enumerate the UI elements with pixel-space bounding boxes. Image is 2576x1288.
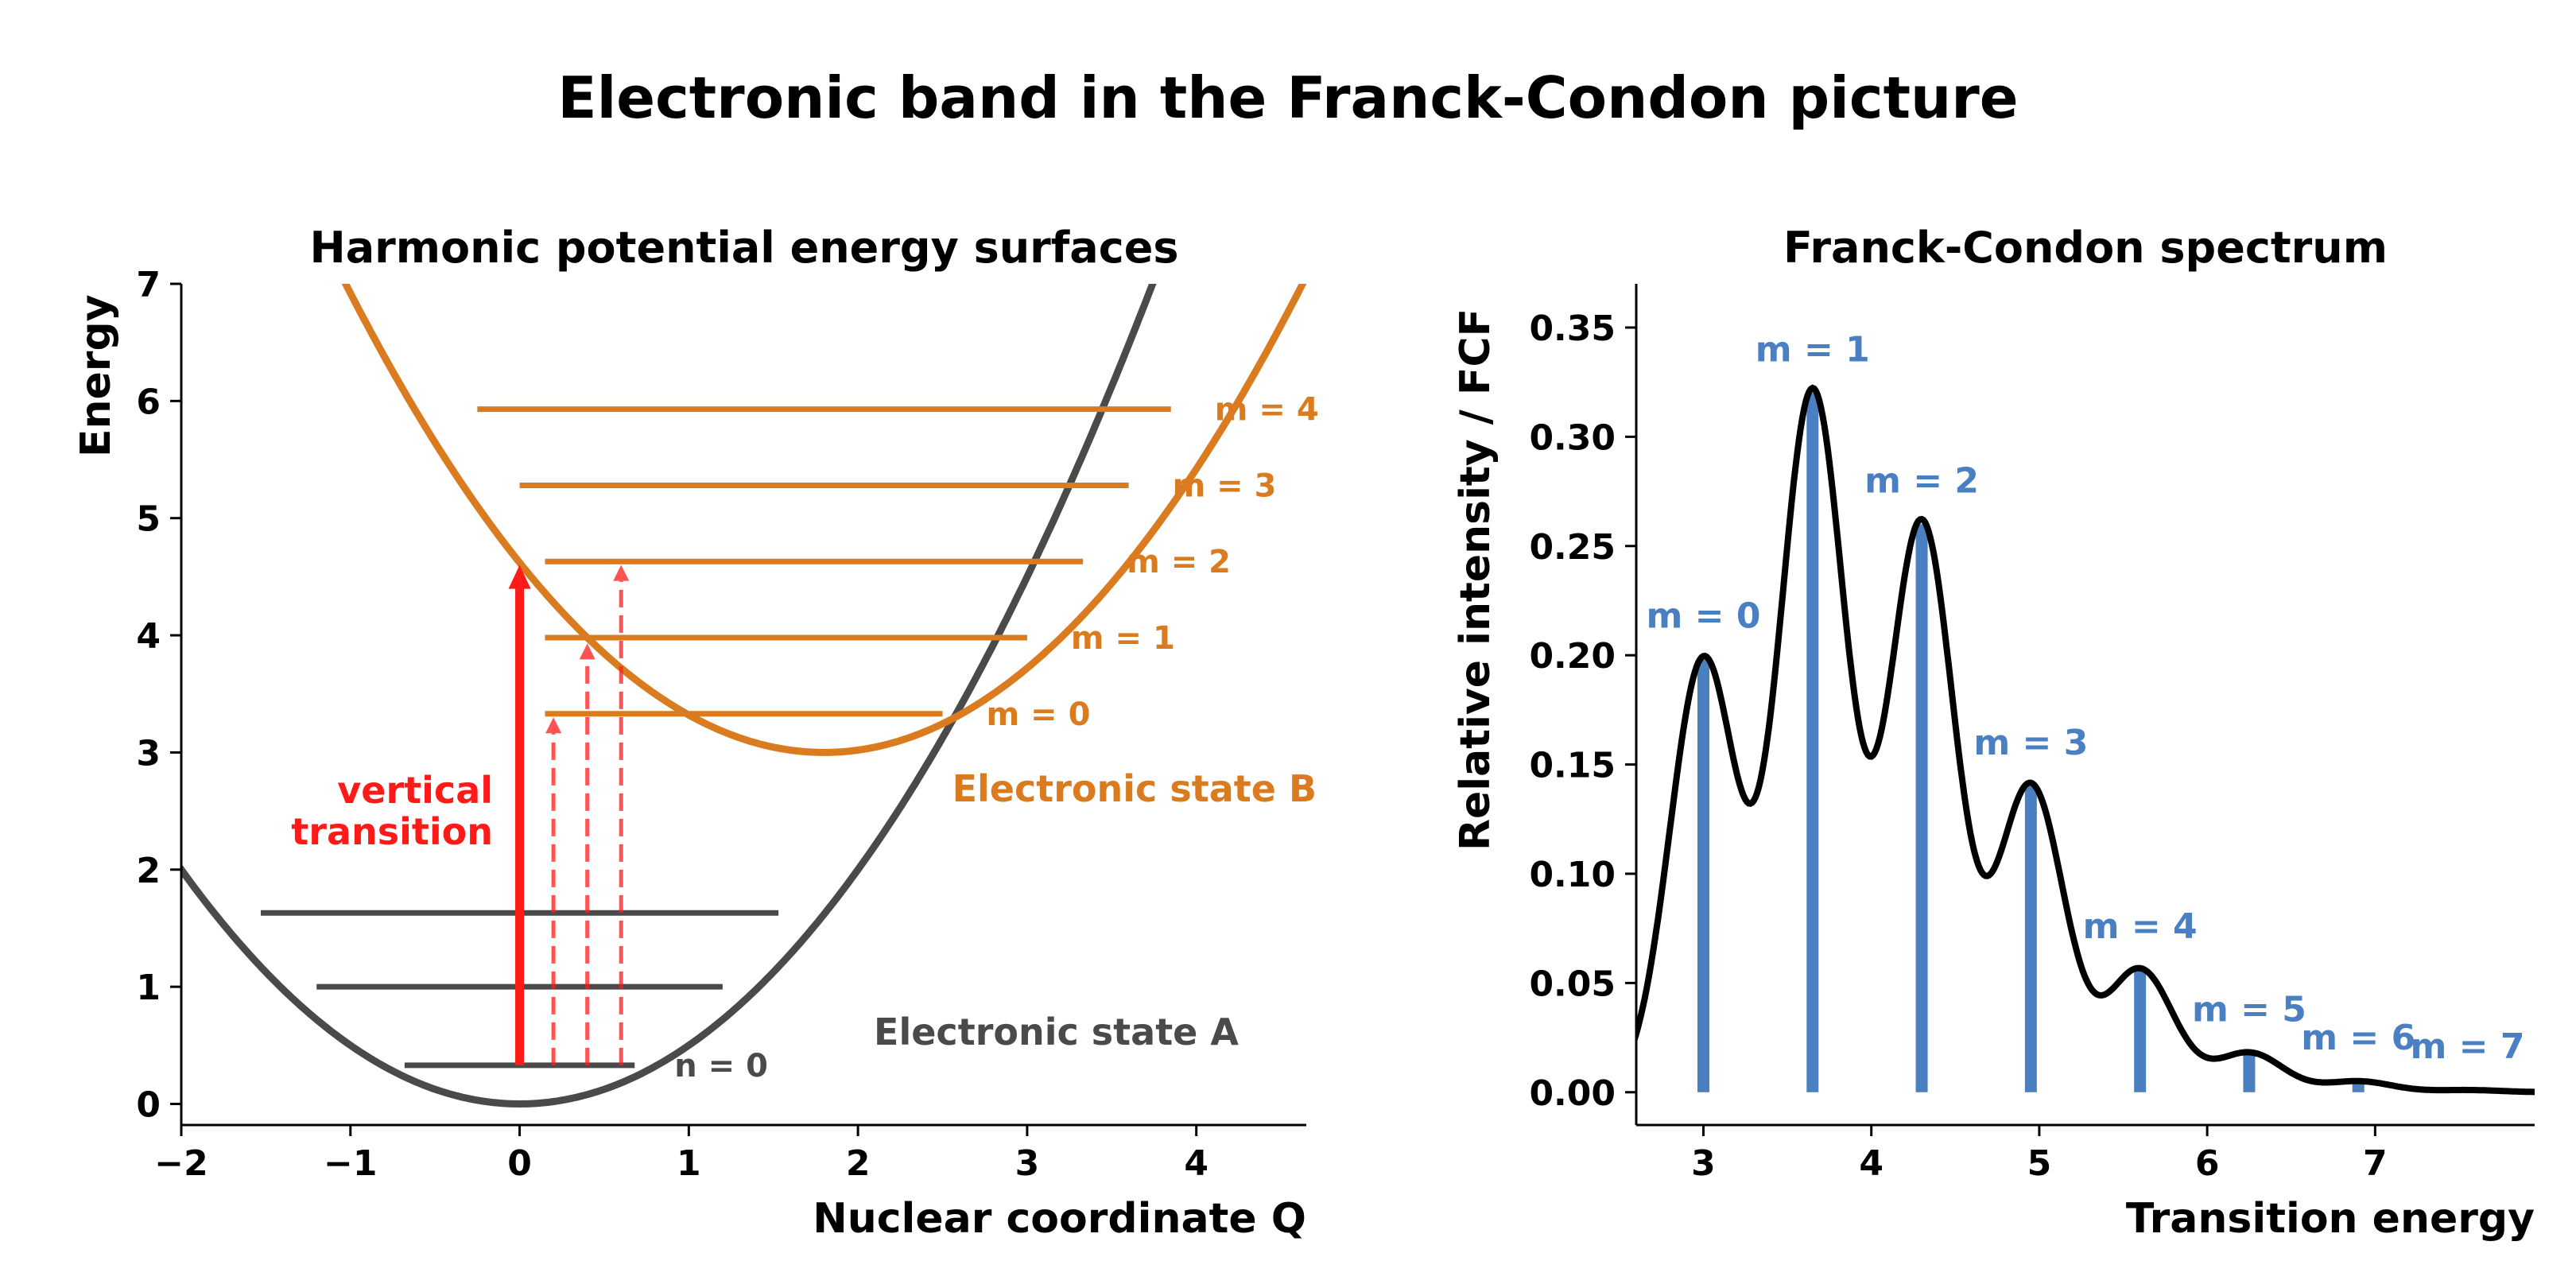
spectrum-y-tick-6: 0.30: [1529, 417, 1616, 458]
pes-x-tick-1: −1: [324, 1143, 377, 1184]
pes-curve-state-a: [181, 284, 1157, 1108]
spectrum-y-tick-5: 0.25: [1529, 527, 1616, 568]
pes-y-tick-2: 2: [136, 851, 161, 891]
spectrum-title: Franck-Condon spectrum: [1783, 223, 2388, 273]
spectrum-x-tick-0: 3: [1691, 1143, 1716, 1184]
stick-label-2: m = 2: [1864, 460, 1979, 501]
stick-label-3: m = 3: [1973, 723, 2088, 763]
state-b-label: Electronic state B: [952, 767, 1317, 810]
pes-y-tick-7: 7: [136, 265, 161, 305]
level-a-label-0: n = 0: [674, 1048, 768, 1084]
stick-label-6: m = 6: [2301, 1018, 2415, 1058]
pes-x-tick-3: 1: [677, 1143, 701, 1184]
pes-title: Harmonic potential energy surfaces: [310, 223, 1179, 273]
spectrum-y-tick-3: 0.15: [1529, 746, 1616, 786]
pes-x-tick-0: −2: [154, 1143, 208, 1184]
level-b-label-0: m = 0: [987, 696, 1091, 733]
pes-panel: Harmonic potential energy surfaces n = 0…: [72, 223, 1319, 1243]
state-a-label: Electronic state A: [874, 1011, 1239, 1053]
spectrum-x-tick-3: 6: [2195, 1143, 2220, 1184]
stick-label-4: m = 4: [2083, 906, 2198, 947]
figure-title: Electronic band in the Franck-Condon pic…: [557, 64, 2018, 131]
stick-label-7: m = 7: [2411, 1026, 2525, 1067]
spectrum-y-tick-2: 0.10: [1529, 855, 1616, 895]
spectrum-x-tick-2: 5: [2027, 1143, 2052, 1184]
spectrum-panel: Franck-Condon spectrum m = 0 m = 1 m = 2 m …: [1452, 223, 2535, 1243]
stick-label-0: m = 0: [1647, 596, 1761, 637]
level-b-label-1: m = 1: [1071, 620, 1175, 657]
pes-y-tick-5: 5: [136, 499, 161, 540]
spectrum-y-tick-7: 0.35: [1529, 308, 1616, 349]
pes-y-tick-6: 6: [136, 382, 161, 422]
spectrum-y-tick-4: 0.20: [1529, 636, 1616, 677]
level-b-label-3: m = 3: [1173, 467, 1277, 504]
pes-curve-state-b: [341, 284, 1306, 756]
pes-y-tick-1: 1: [136, 968, 161, 1008]
vertical-transition-label-line2: transition: [291, 810, 493, 853]
stick-label-1: m = 1: [1755, 329, 1870, 370]
pes-xlabel: Nuclear coordinate Q: [813, 1195, 1306, 1243]
level-b-label-2: m = 2: [1127, 544, 1231, 580]
pes-ylabel: Energy: [72, 294, 120, 457]
spectrum-y-tick-0: 0.00: [1529, 1073, 1616, 1114]
transition-arrow-1: [545, 717, 562, 1065]
pes-x-tick-2: 0: [507, 1143, 532, 1184]
spectrum-x-tick-4: 7: [2363, 1143, 2388, 1184]
pes-y-tick-3: 3: [136, 733, 161, 774]
pes-y-tick-4: 4: [136, 616, 161, 657]
pes-x-tick-4: 2: [846, 1143, 871, 1184]
spectrum-ylabel: Relative intensity / FCF: [1452, 308, 1499, 851]
vertical-transition-label-line1: vertical: [337, 769, 493, 812]
spectrum-y-tick-1: 0.05: [1529, 964, 1616, 1004]
pes-x-tick-5: 3: [1015, 1143, 1040, 1184]
spectrum-envelope: [1636, 384, 2535, 1096]
pes-y-tick-0: 0: [136, 1084, 161, 1125]
transition-arrow-2: [579, 643, 596, 1065]
stick-label-5: m = 5: [2192, 989, 2306, 1030]
pes-x-tick-6: 4: [1184, 1143, 1208, 1184]
level-b-label-4: m = 4: [1215, 392, 1319, 429]
transition-arrow-3: [613, 564, 630, 1065]
transition-arrow-0: [508, 564, 531, 1065]
spectrum-x-tick-1: 4: [1859, 1143, 1884, 1184]
spectrum-xlabel: Transition energy: [2126, 1195, 2535, 1243]
